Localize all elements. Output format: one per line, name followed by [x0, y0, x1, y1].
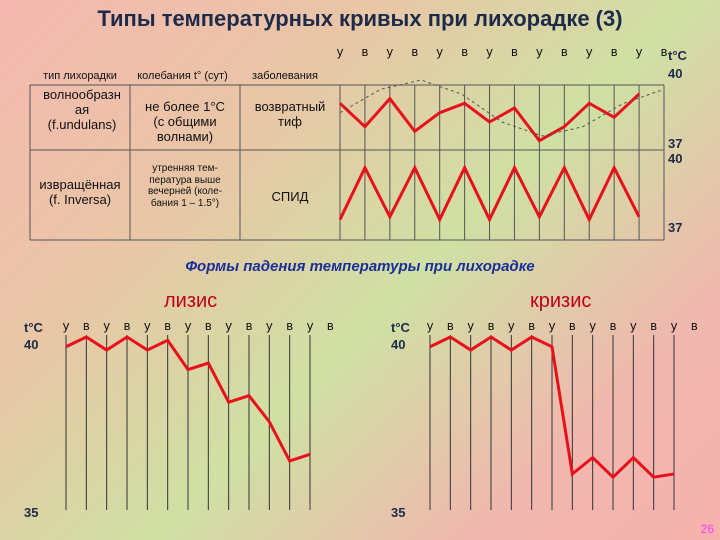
lysis-day-label: у — [266, 319, 273, 333]
crisis-day-label: у — [467, 319, 474, 333]
crisis-day-label: в — [447, 319, 454, 333]
crisis-day-label: в — [528, 319, 535, 333]
top-day-label: в — [611, 45, 618, 59]
header-disease: заболевания — [252, 70, 318, 82]
crisis-day-label: в — [650, 319, 657, 333]
row1-type: волнообразн ая (f.undulans) — [43, 87, 121, 132]
crisis-day-label: в — [691, 319, 698, 333]
crisis-day-label: у — [589, 319, 596, 333]
row2-disease: СПИД — [271, 189, 309, 204]
crisis-top: 40 — [391, 337, 406, 352]
top-day-label: в — [660, 45, 667, 59]
lysis-bottom: 35 — [24, 505, 39, 520]
crisis-day-label: в — [487, 319, 494, 333]
lysis-day-label: в — [164, 319, 171, 333]
lysis-day-label: у — [184, 319, 191, 333]
slide-number: 26 — [700, 522, 714, 536]
lysis-day-label: у — [144, 319, 151, 333]
undulans-trend-line — [339, 79, 665, 137]
section-title: Формы падения температуры при лихорадке — [185, 258, 535, 275]
top-tick-37: 37 — [668, 220, 683, 235]
top-day-label: у — [586, 45, 593, 59]
crisis-day-label: у — [508, 319, 515, 333]
row1-fluct: не более 1°С (с общими волнами) — [145, 99, 225, 144]
top-unit: t°С — [668, 48, 687, 63]
top-day-label: в — [361, 45, 368, 59]
lysis-day-label: в — [83, 319, 90, 333]
top-day-label: у — [386, 45, 393, 59]
top-day-label: в — [461, 45, 468, 59]
row2-fluct: утренняя тем- пература выше вечерней (ко… — [147, 163, 223, 209]
crisis-bottom: 35 — [391, 505, 406, 520]
top-tick-40: 40 — [668, 66, 683, 81]
undulans-curve — [338, 92, 641, 143]
lysis-top: 40 — [24, 337, 39, 352]
top-day-label: в — [511, 45, 518, 59]
inversa-curve — [338, 164, 641, 224]
lysis-unit: t°С — [24, 320, 43, 335]
crisis-curve — [429, 335, 675, 480]
lysis-day-label: в — [286, 319, 293, 333]
slide-title: Типы температурных кривых при лихорадке … — [97, 6, 623, 31]
top-day-label: в — [411, 45, 418, 59]
lysis-day-label: в — [245, 319, 252, 333]
crisis-unit: t°С — [391, 320, 410, 335]
top-day-label: у — [436, 45, 443, 59]
lysis-day-label: у — [225, 319, 232, 333]
top-day-label: у — [636, 45, 643, 59]
lysis-day-label: у — [306, 319, 313, 333]
top-tick-37-40: 37 40 — [668, 136, 683, 166]
row1-disease: возвратный тиф — [254, 99, 326, 129]
top-day-label: у — [536, 45, 543, 59]
crisis-day-label: у — [426, 319, 433, 333]
crisis-day-label: у — [670, 319, 677, 333]
header-fluct: колебания t° (сут) — [137, 70, 228, 82]
top-day-label: у — [336, 45, 343, 59]
crisis-title: кризис — [530, 290, 592, 312]
top-day-label: в — [561, 45, 568, 59]
crisis-day-label: в — [569, 319, 576, 333]
lysis-title: лизис — [164, 290, 218, 312]
header-type: тип лихорадки — [43, 70, 117, 82]
lysis-day-label: у — [103, 319, 110, 333]
lysis-day-label: в — [327, 319, 334, 333]
crisis-day-label: у — [630, 319, 637, 333]
row2-type: извращённая (f. Inversa) — [39, 177, 121, 207]
lysis-day-label: в — [123, 319, 130, 333]
lysis-day-label: в — [205, 319, 212, 333]
crisis-day-label: у — [548, 319, 555, 333]
lysis-curve — [65, 335, 311, 463]
lysis-day-label: у — [62, 319, 69, 333]
top-day-label: у — [486, 45, 493, 59]
crisis-day-label: в — [609, 319, 616, 333]
